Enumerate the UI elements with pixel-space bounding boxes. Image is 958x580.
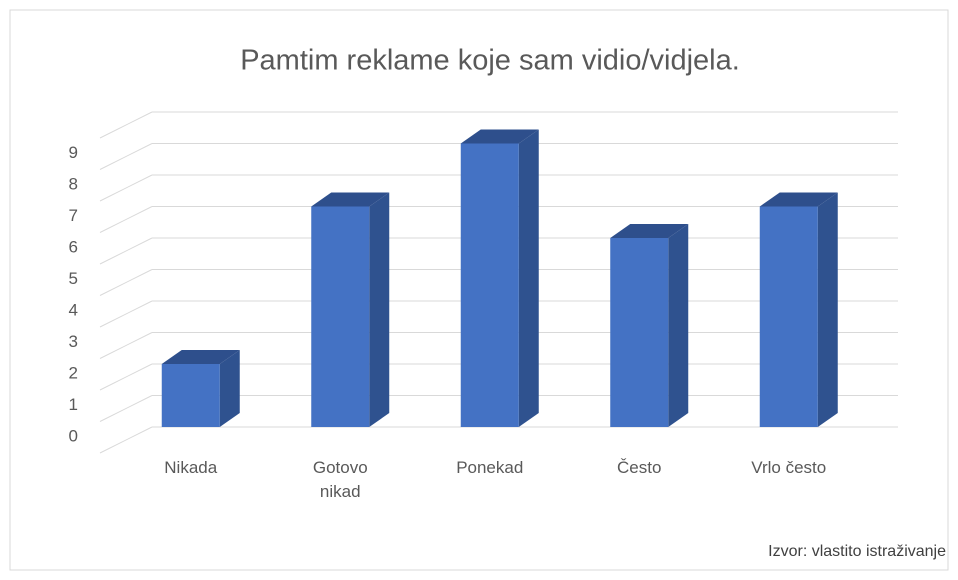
grid-line-side [99,426,153,454]
y-tick-label: 4 [69,300,78,319]
bar [311,206,370,427]
y-tick-label: 9 [69,143,78,162]
chart-title: Pamtim reklame koje sam vidio/vidjela. [240,45,740,77]
bar-top [759,192,838,207]
bar-side [817,192,838,427]
y-tick-label: 8 [69,174,78,193]
bar-top [610,224,689,238]
y-tick-label: 3 [69,332,78,351]
x-tick-label: Često [617,458,662,477]
grid-line-side [99,269,153,296]
grid-line-side [99,363,153,391]
bar-top [460,129,539,144]
bar-side [518,129,539,427]
x-tick-label: Gotovo nikad [312,458,368,501]
bar [759,206,818,427]
bar-top [161,350,240,364]
y-tick-label: 2 [69,363,78,382]
y-tick-label: 7 [69,206,78,225]
grid-line-side [99,111,153,139]
bar-top [311,192,390,207]
bar [460,143,519,427]
grid-line-side [99,206,153,233]
x-tick-label: Vrlo često [751,458,827,477]
x-tick-label: Ponekad [456,458,524,477]
bar-side [369,192,390,427]
grid-line-side [99,300,153,328]
bar [161,364,220,427]
bar [610,238,669,427]
grid-line-side [99,174,153,202]
y-tick-label: 1 [69,395,78,414]
grid-line-side [99,143,153,170]
y-tick-label: 6 [69,237,78,256]
bar-side [219,350,240,427]
x-tick-label: Nikada [164,458,218,477]
source-note: Izvor: vlastito istraživanje [768,543,946,560]
grid-line-side [99,332,153,359]
grid-line-side [99,395,153,422]
grid-line-side [99,237,153,265]
y-tick-label: 0 [69,426,78,445]
bar-side [668,224,689,427]
y-tick-label: 5 [69,269,78,288]
